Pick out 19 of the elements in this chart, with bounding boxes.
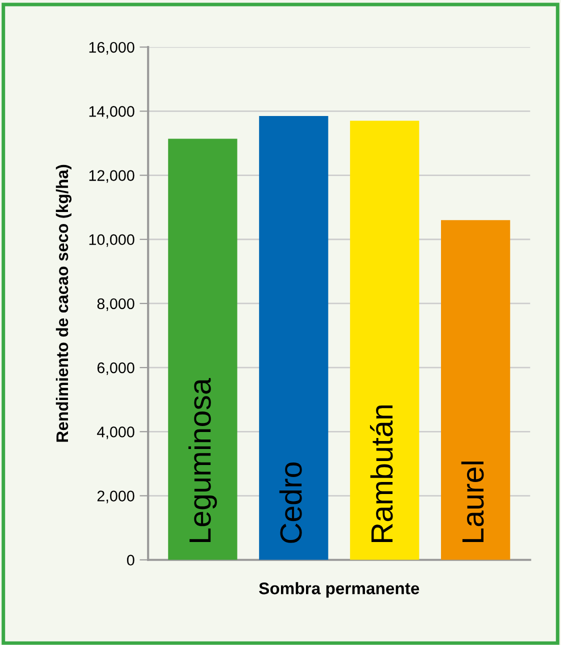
bar (168, 138, 238, 560)
bar (441, 220, 510, 560)
x-tick-label: Leguminosa (188, 378, 217, 542)
y-axis-title: Rendimiento de cacao seco (kg/ha) (56, 164, 72, 442)
y-tick-label: 10,000 (89, 234, 134, 247)
y-tick-label: 14,000 (89, 106, 134, 119)
y-tick-label: 8,000 (97, 298, 134, 311)
x-axis-title: Sombra permanente (259, 582, 420, 598)
y-tick-label: 2,000 (97, 490, 134, 504)
y-tick-label: 0 (127, 554, 134, 566)
y-tick-label: 12,000 (89, 170, 134, 183)
bar (350, 120, 420, 560)
x-tick-label: Cedro (279, 462, 302, 543)
x-tick-label: Laurel (461, 462, 484, 542)
bar (259, 116, 328, 560)
y-tick-label: 6,000 (97, 362, 134, 376)
y-tick-label: 4,000 (97, 426, 134, 440)
x-tick-label: Rambután (370, 405, 393, 542)
y-tick-label: 16,000 (89, 42, 134, 55)
